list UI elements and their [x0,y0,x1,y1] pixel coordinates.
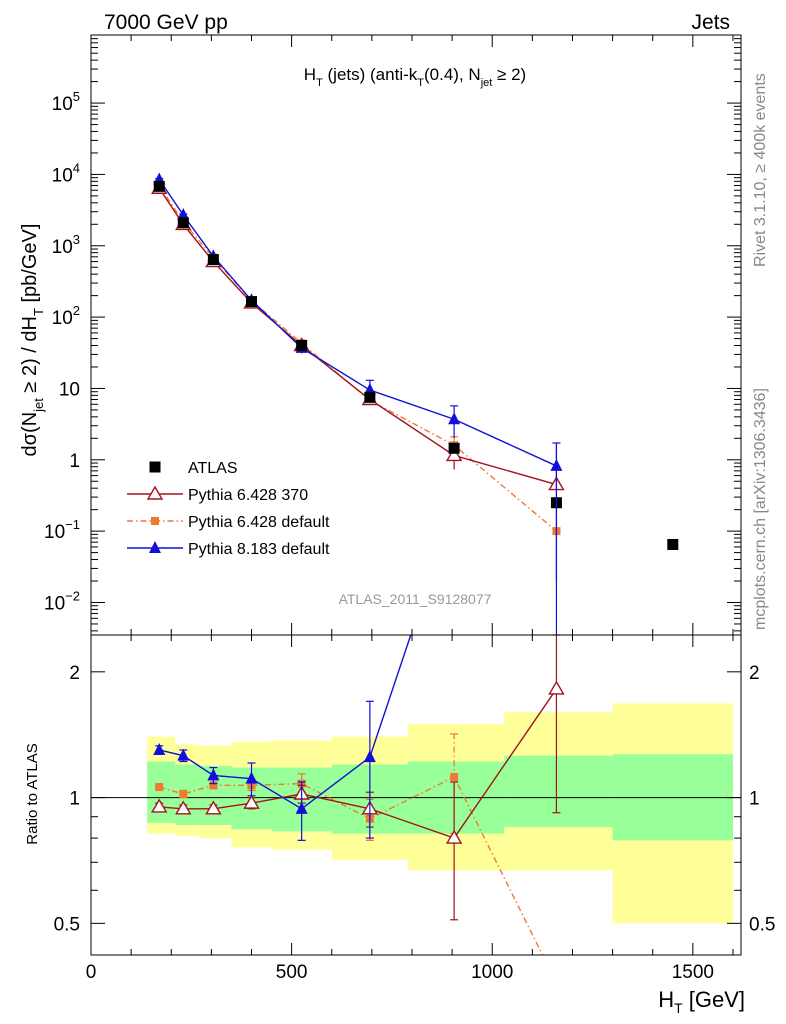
ratio-point-p8def [207,768,220,781]
data-point-atlas [296,339,308,351]
data-point-atlas [177,217,189,229]
legend-marker-p8def [149,541,161,553]
data-point-p8def [448,412,461,425]
y-tick-label-main: 105 [52,89,80,115]
ratio-point-p6def [450,773,459,782]
series-line-p6def [158,185,557,532]
ratio-band-green [175,764,200,825]
ratio-point-p6def [155,783,164,792]
main-panel-series [150,172,679,635]
data-point-atlas [364,391,376,403]
ratio-point-p8def [177,748,190,761]
y-tick-label-main: 10 [59,379,80,400]
data-point-atlas [667,538,679,550]
x-tick-label: 1500 [672,962,714,983]
legend-label-atlas: ATLAS [188,460,238,477]
y-axis-label-main: dσ(Njet ≥ 2) / dHT [pb/GeV] [19,224,46,457]
x-tick-label: 0 [86,962,97,983]
ratio-point-p6370 [243,794,260,809]
y-tick-label-main: 10−1 [44,517,80,543]
y-tick-label-ratio-right: 2 [749,663,760,684]
x-tick-label: 1000 [471,962,513,983]
header-right: Jets [691,11,730,34]
rivet-label: Rivet 3.1.10, ≥ 400k events [752,73,769,267]
ratio-band-green [504,755,613,828]
y-axis-label-ratio: Ratio to ATLAS [24,743,41,844]
ratio-point-p6def [179,790,188,799]
y-tick-label-main: 103 [52,232,80,258]
y-tick-label-ratio-right: 0.5 [749,914,775,935]
data-point-p8def [177,207,190,220]
header-left: 7000 GeV pp [104,11,228,34]
legend-marker-p6def [151,517,159,525]
data-point-p6370 [445,447,463,462]
data-point-atlas [448,442,460,454]
ratio-point-p8def [363,750,376,763]
y-tick-label-main: 104 [52,160,80,186]
y-tick-label-main: 10−2 [44,588,80,614]
data-point-atlas [207,254,219,266]
ratio-line-p6370 [159,688,558,839]
legend-label-p8def: Pythia 8.183 default [188,541,330,558]
ratio-point-p6370 [548,680,565,695]
ratio-point-p6370 [445,829,463,844]
series-line-p6370 [158,187,557,486]
analysis-label: ATLAS_2011_S9128077 [339,591,492,607]
data-point-atlas [245,296,257,308]
ratio-point-p6370 [205,800,222,815]
x-axis-label: HT [GeV] [658,987,745,1016]
y-tick-label-ratio: 2 [69,663,80,684]
y-tick-label-main: 102 [52,303,80,329]
ratio-point-p8def [153,742,166,755]
ratio-point-p8def [245,771,258,784]
mcplots-label: mcplots.cern.ch [arXiv:1306.3436] [752,388,769,630]
y-tick-label-ratio: 0.5 [54,914,80,935]
y-tick-label-main: 1 [69,451,80,472]
series-line-p8def [158,179,557,467]
ratio-line-p6def [159,776,544,956]
y-tick-label-ratio: 1 [69,789,80,810]
ratio-point-p6370 [175,800,192,815]
ratio-point-p8def [295,801,308,814]
legend-label-p6370: Pythia 6.428 370 [188,487,308,504]
ratio-band-green [147,761,176,823]
x-tick-label: 500 [276,962,308,983]
ratio-point-p6370 [150,798,168,813]
plot-title: HT (jets) (anti-kT(0.4), Njet ≥ 2) [304,65,526,89]
data-point-atlas [153,180,165,192]
legend-label-p6def: Pythia 6.428 default [188,514,330,531]
ratio-point-p6def [209,781,218,790]
legend-marker-p6370 [146,485,164,500]
ratio-panel-frame [90,634,742,956]
axis-ticks: 0 500 1000 1500 10−2 10−1 1 10 102 103 104 105 0.5 0.… [44,34,775,983]
legend: ATLAS Pythia 6.428 370 Pythia 6.428 defaul… [127,460,330,558]
legend-marker-atlas [149,461,161,473]
y-tick-label-ratio-right: 1 [749,789,760,810]
ratio-panel-series [150,634,565,956]
